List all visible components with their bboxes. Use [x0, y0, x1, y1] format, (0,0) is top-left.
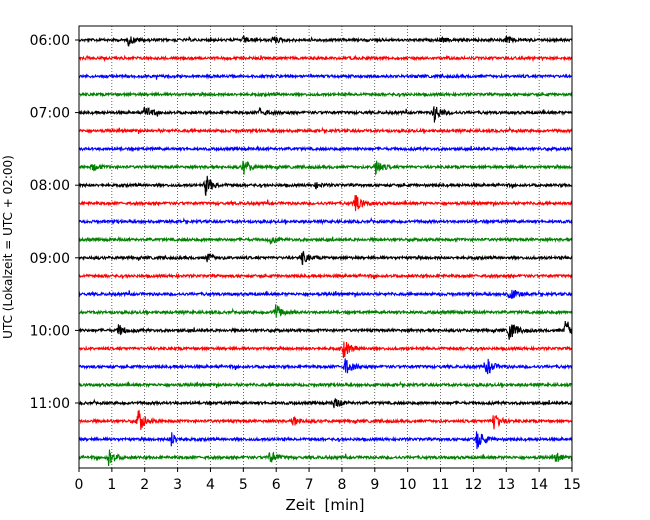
x-tick-label-11: 11	[432, 477, 450, 493]
x-axis: 0 1 2 3 4 5 6 7 8 9 10 11 12 13 14 15	[75, 468, 581, 493]
x-tick-label-6: 6	[272, 477, 281, 493]
trace-0800	[78, 175, 573, 196]
trace-0700	[78, 106, 573, 123]
trace-group	[78, 35, 573, 467]
trace-1115	[78, 409, 573, 431]
y-tick-label-5: 11:00	[30, 396, 70, 412]
x-tick-label-15: 15	[563, 477, 581, 493]
y-tick-label-2: 08:00	[30, 178, 70, 194]
trace-0915	[78, 272, 573, 280]
x-tick-label-1: 1	[107, 477, 116, 493]
trace-0745	[78, 159, 573, 176]
y-axis: 06:00 07:00 08:00 09:00 10:00 11:00	[30, 33, 79, 412]
trace-0830	[78, 216, 573, 226]
trace-1030	[78, 358, 573, 375]
plot-frame	[78, 25, 573, 469]
trace-0930	[78, 289, 573, 299]
trace-0730	[78, 145, 573, 153]
trace-0715	[78, 126, 573, 135]
x-tick-label-13: 13	[497, 477, 515, 493]
x-tick-label-8: 8	[337, 477, 346, 493]
trace-1145	[78, 449, 573, 467]
trace-1100	[78, 398, 573, 409]
x-tick-label-10: 10	[399, 477, 417, 493]
y-tick-label-3: 09:00	[30, 251, 70, 267]
trace-1045	[78, 380, 573, 389]
y-axis-label: UTC (Lokalzeit = UTC + 02:00)	[1, 155, 15, 339]
trace-0600	[78, 35, 573, 47]
trace-0900	[78, 250, 573, 266]
trace-1130	[78, 431, 573, 450]
trace-1015	[78, 341, 573, 359]
trace-1000	[78, 321, 573, 340]
trace-0630	[78, 72, 573, 80]
trace-0845	[78, 235, 573, 245]
x-tick-label-2: 2	[140, 477, 149, 493]
trace-0645	[78, 91, 573, 98]
x-tick-label-0: 0	[75, 477, 84, 493]
x-tick-label-5: 5	[239, 477, 248, 493]
x-tick-label-4: 4	[206, 477, 215, 493]
y-tick-label-4: 10:00	[30, 323, 70, 339]
x-tick-label-12: 12	[464, 477, 482, 493]
y-tick-label-1: 07:00	[30, 106, 70, 122]
x-tick-label-14: 14	[530, 477, 548, 493]
x-tick-label-3: 3	[173, 477, 182, 493]
trace-0815	[78, 195, 573, 212]
x-tick-label-7: 7	[305, 477, 314, 493]
trace-0945	[78, 304, 573, 318]
x-tick-label-9: 9	[370, 477, 379, 493]
trace-0615	[78, 54, 573, 63]
y-tick-label-0: 06:00	[30, 33, 70, 49]
x-axis-label: Zeit [min]	[285, 496, 364, 514]
